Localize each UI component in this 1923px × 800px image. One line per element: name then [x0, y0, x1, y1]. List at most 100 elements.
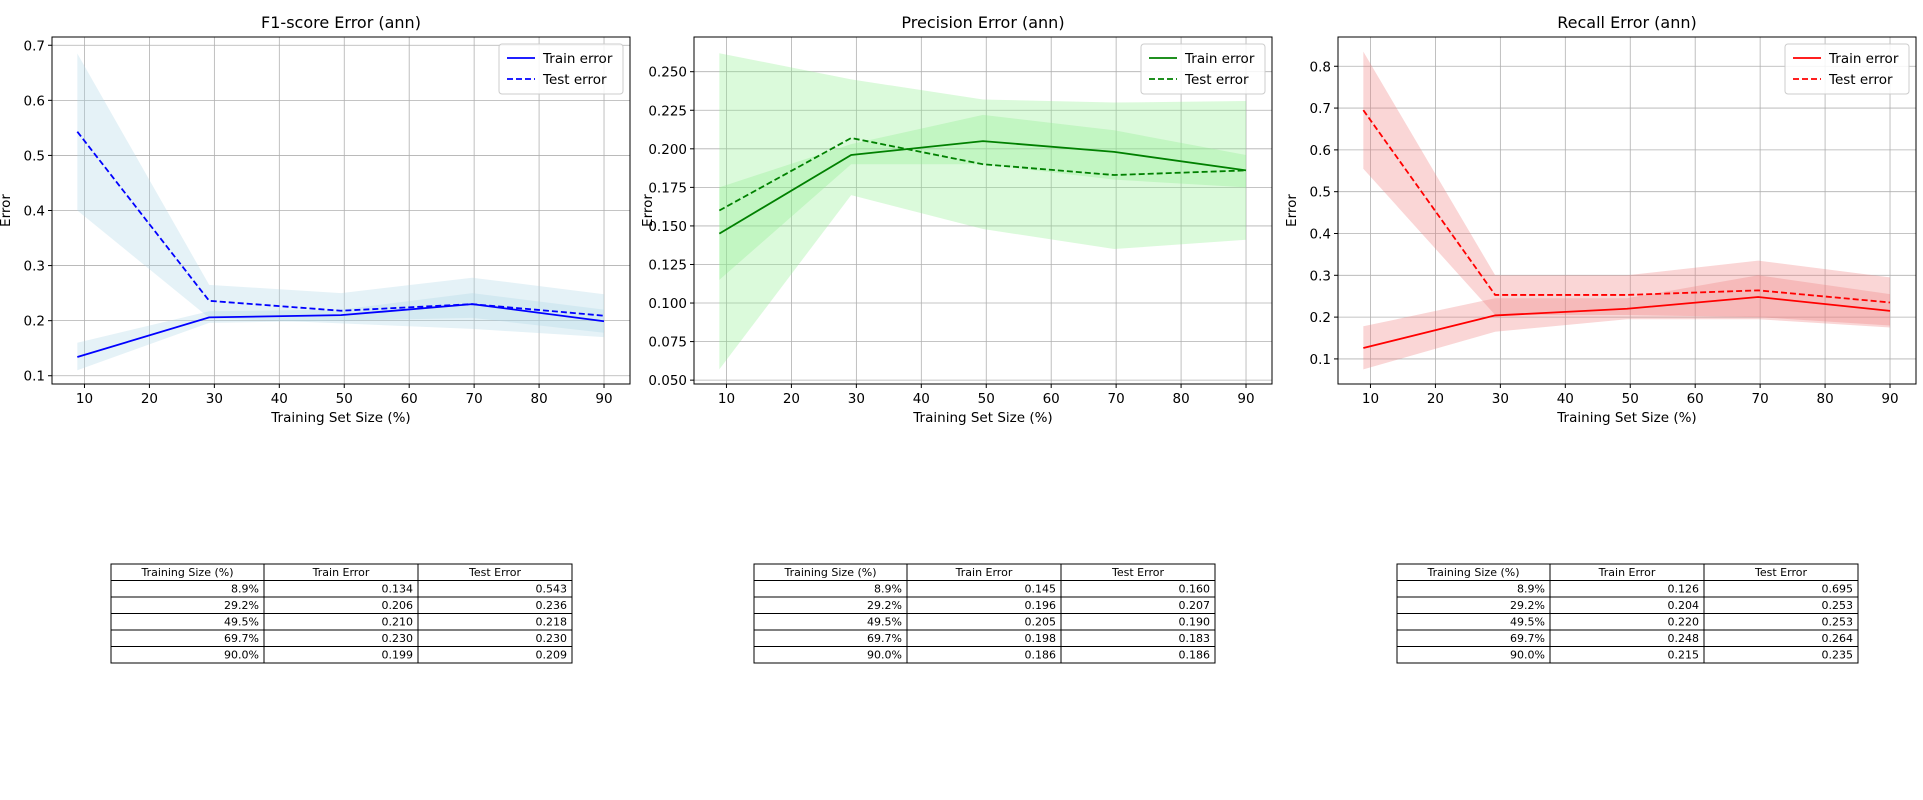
table-cell: 90.0%	[1510, 649, 1545, 662]
y-tick-label: 0.7	[1310, 101, 1331, 117]
legend-label: Test error	[1184, 72, 1249, 88]
y-axis-label: Error	[640, 194, 656, 227]
table-header-cell: Training Size (%)	[1426, 566, 1519, 579]
y-tick-label: 0.6	[1310, 143, 1331, 159]
y-tick-label: 0.5	[1310, 185, 1331, 201]
table-cell: 0.190	[1179, 616, 1211, 629]
table-cell: 29.2%	[867, 599, 902, 612]
y-axis-label: Error	[0, 194, 14, 227]
x-tick-label: 30	[206, 391, 223, 407]
x-tick-label: 10	[76, 391, 93, 407]
table-cell: 0.126	[1668, 583, 1700, 596]
table-cell: 0.248	[1668, 632, 1700, 645]
table-cell: 69.7%	[867, 632, 902, 645]
table-cell: 0.145	[1025, 583, 1057, 596]
table-header-cell: Train Error	[312, 566, 370, 579]
chart-title: Recall Error (ann)	[1557, 13, 1696, 32]
y-tick-label: 0.250	[648, 65, 687, 81]
y-axis-label: Error	[1284, 194, 1300, 227]
x-tick-label: 80	[530, 391, 547, 407]
legend-label: Train error	[542, 51, 613, 67]
table-cell: 0.230	[382, 632, 414, 645]
table-cell: 0.220	[1668, 616, 1700, 629]
chart-recall: 10 20 30 40 50 60 70 80 90 0.1 0.2 0.3 0.4 0.5 0.6 0.7 0…	[1284, 13, 1917, 426]
y-tick-label: 0.075	[648, 335, 687, 351]
y-tick-label: 0.5	[24, 148, 45, 164]
x-tick-label: 20	[141, 391, 158, 407]
table-cell: 0.206	[382, 599, 414, 612]
x-tick-label: 80	[1816, 391, 1833, 407]
y-tick-label: 0.125	[648, 257, 687, 273]
y-tick-label: 0.7	[24, 38, 45, 54]
table-header-cell: Training Size (%)	[140, 566, 233, 579]
error-band-train	[1363, 275, 1891, 370]
y-tick-label: 0.175	[648, 180, 687, 196]
x-tick-label: 60	[1043, 391, 1060, 407]
table-cell: 0.183	[1179, 632, 1211, 645]
x-tick-label: 90	[595, 391, 612, 407]
table-cell: 0.253	[1822, 599, 1854, 612]
table-cell: 0.198	[1025, 632, 1057, 645]
table-cell: 8.9%	[874, 583, 902, 596]
table-cell: 0.264	[1822, 632, 1854, 645]
x-tick-label: 80	[1172, 391, 1189, 407]
table-cell: 8.9%	[1517, 583, 1545, 596]
chart-f1: 10 20 30 40 50 60 70 80 90 0.1 0.2 0.3 0.4 0.5 0.6 0.7 F…	[0, 13, 631, 426]
y-tick-label: 0.1	[1310, 352, 1331, 368]
table-cell: 0.186	[1025, 649, 1057, 662]
table-cell: 0.205	[1025, 616, 1057, 629]
table-cell: 0.199	[382, 649, 414, 662]
legend: Train error Test error	[1140, 43, 1266, 95]
x-tick-label: 40	[271, 391, 288, 407]
legend-box	[1140, 43, 1266, 95]
y-tick-label: 0.2	[24, 314, 45, 330]
x-tick-label: 30	[1492, 391, 1509, 407]
table-cell: 0.196	[1025, 599, 1057, 612]
x-tick-label: 90	[1881, 391, 1898, 407]
error-band-train	[77, 293, 605, 371]
y-tick-label: 0.2	[1310, 310, 1331, 326]
table-cell: 0.160	[1179, 583, 1211, 596]
y-tick-label: 0.4	[1310, 226, 1331, 242]
y-tick-label: 0.1	[24, 369, 45, 385]
table-cell: 49.5%	[224, 616, 259, 629]
error-band-test	[77, 53, 605, 338]
plot-frame	[693, 36, 1273, 385]
x-tick-label: 60	[1687, 391, 1704, 407]
legend-label: Train error	[1184, 51, 1255, 67]
x-tick-label: 10	[1362, 391, 1379, 407]
table-cell: 29.2%	[1510, 599, 1545, 612]
x-tick-label: 70	[1108, 391, 1125, 407]
table-cell: 69.7%	[1510, 632, 1545, 645]
legend: Train error Test error	[498, 43, 624, 95]
chart-title: F1-score Error (ann)	[261, 13, 421, 32]
x-axis-label: Training Set Size (%)	[912, 410, 1052, 426]
table-cell: 49.5%	[867, 616, 902, 629]
x-tick-label: 70	[1752, 391, 1769, 407]
table-cell: 0.215	[1668, 649, 1700, 662]
y-tick-label: 0.200	[648, 142, 687, 158]
y-tick-label: 0.225	[648, 103, 687, 119]
data-table-f1: Training Size (%) Train Error Test Error 8.…	[110, 563, 573, 664]
table-cell: 0.230	[536, 632, 568, 645]
table-cell: 0.695	[1822, 583, 1854, 596]
y-tick-label: 0.050	[648, 373, 687, 389]
error-band-train	[719, 114, 1247, 280]
legend-box	[498, 43, 624, 95]
data-table-precision: Training Size (%) Train Error Test Error 8.…	[753, 563, 1216, 664]
table-cell: 0.207	[1179, 599, 1211, 612]
y-tick-label: 0.3	[1310, 268, 1331, 284]
table-cell: 0.253	[1822, 616, 1854, 629]
x-tick-label: 10	[718, 391, 735, 407]
y-tick-label: 0.8	[1310, 59, 1331, 75]
table-header-cell: Training Size (%)	[783, 566, 876, 579]
legend-label: Test error	[1828, 72, 1893, 88]
table-cell: 0.186	[1179, 649, 1211, 662]
x-tick-label: 70	[466, 391, 483, 407]
chart-precision: 10 20 30 40 50 60 70 80 90 0.050 0.075 0.100 0.125 0.…	[640, 13, 1273, 426]
y-tick-label: 0.150	[648, 219, 687, 235]
x-tick-label: 50	[1622, 391, 1639, 407]
legend-label: Train error	[1828, 51, 1899, 67]
data-table-recall: Training Size (%) Train Error Test Error 8.…	[1396, 563, 1859, 664]
